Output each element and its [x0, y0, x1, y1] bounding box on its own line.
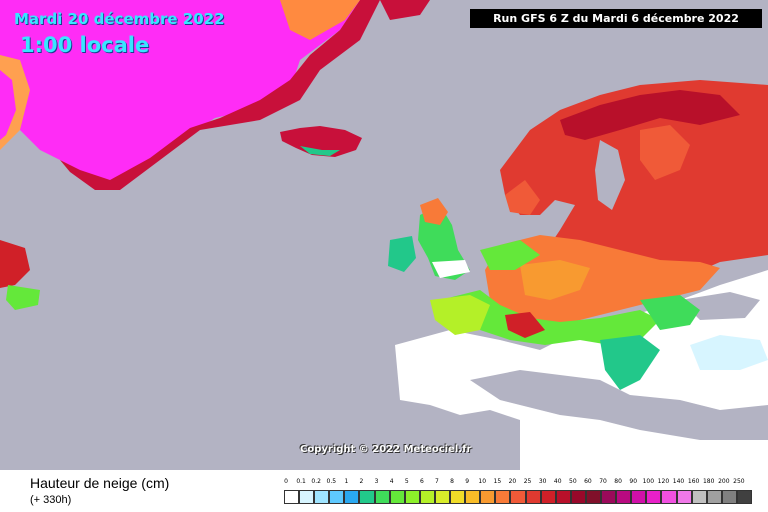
snow-depth-map — [0, 0, 768, 470]
england-south — [432, 260, 470, 278]
scandinavia-dark — [560, 90, 740, 140]
scale-tick-label: 60 — [584, 478, 592, 485]
scale-swatch — [329, 490, 345, 504]
scale-swatch — [299, 490, 315, 504]
scale-swatch — [676, 490, 692, 504]
canada-east — [0, 240, 30, 288]
central-europe-orange — [520, 260, 590, 300]
scale-swatch — [419, 490, 435, 504]
greenland-west-coast-2 — [0, 70, 16, 140]
scale-tick-label: 1 — [344, 478, 349, 485]
scale-swatch — [691, 490, 707, 504]
scale-swatch — [404, 490, 420, 504]
scale-tick-label: 120 — [657, 478, 670, 485]
ireland — [388, 236, 416, 272]
scale-swatch — [374, 490, 390, 504]
scale-tick-label: 50 — [569, 478, 577, 485]
run-info-banner: Run GFS 6 Z du Mardi 6 décembre 2022 — [470, 9, 762, 28]
scale-tick-label: 200 — [718, 478, 730, 485]
scale-swatch — [480, 490, 496, 504]
scale-swatch — [585, 490, 602, 504]
scale-swatch — [495, 490, 511, 504]
turkey-snow — [690, 335, 768, 370]
scale-tick-label: 0.2 — [311, 478, 321, 485]
scale-swatch — [510, 490, 526, 504]
scale-tick-label: 2 — [359, 478, 364, 485]
color-scale-swatches — [284, 490, 752, 504]
legend-title: Hauteur de neige (cm) — [30, 475, 170, 491]
scale-swatch — [616, 490, 632, 504]
scale-tick-label: 8 — [450, 478, 454, 485]
forecast-date: Mardi 20 décembre 2022 — [14, 10, 225, 28]
scale-swatch — [570, 490, 586, 504]
central-europe — [485, 235, 720, 330]
forecast-time: 1:00 locale — [20, 33, 150, 57]
scale-swatch — [631, 490, 647, 504]
iceland-south — [300, 146, 340, 156]
balkans-green — [600, 335, 660, 390]
legend-subtitle: (+ 330h) — [30, 494, 72, 506]
scale-tick-label: 180 — [702, 478, 715, 485]
scale-tick-label: 0 — [284, 478, 288, 485]
mediterranean — [470, 370, 768, 440]
color-scale-labels: 0 0.1 0.2 0.5 1 2 3 4 5 6 7 8 9 10 15 20 25 30 40 50 60 70 80 9… — [284, 478, 752, 488]
scale-swatch — [646, 490, 662, 504]
scale-swatch — [736, 490, 752, 504]
scale-swatch — [434, 490, 451, 504]
scotland — [420, 198, 448, 225]
scale-tick-label: 250 — [733, 478, 745, 485]
scale-tick-label: 4 — [389, 478, 394, 485]
scale-swatch — [601, 490, 617, 504]
scale-swatch — [344, 490, 360, 504]
scale-swatch — [284, 490, 300, 504]
scale-tick-label: 70 — [599, 478, 607, 485]
scale-tick-label: 5 — [404, 478, 409, 485]
scale-tick-label: 140 — [672, 478, 685, 485]
scale-swatch — [465, 490, 481, 504]
scale-tick-label: 9 — [465, 478, 470, 485]
scandinavia-south-coast — [505, 180, 540, 215]
baltic-sea — [595, 140, 625, 210]
copyright-notice: Copyright © 2022 Meteociel.fr — [300, 444, 472, 455]
greenland-warm — [280, 0, 360, 40]
scale-swatch — [661, 490, 677, 504]
black-sea — [680, 292, 760, 320]
scale-swatch — [555, 490, 571, 504]
scale-swatch — [450, 490, 466, 504]
color-scale: 0 0.1 0.2 0.5 1 2 3 4 5 6 7 8 9 10 15 20 25 30 40 50 60 70 80 9… — [284, 478, 752, 508]
scale-tick-label: 20 — [508, 478, 517, 485]
scale-tick-label: 7 — [435, 478, 439, 485]
scale-tick-label: 0.5 — [326, 478, 337, 485]
scale-tick-label: 40 — [553, 478, 562, 485]
scale-tick-label: 3 — [374, 478, 379, 485]
scale-tick-label: 30 — [538, 478, 547, 485]
france-west-coast — [430, 295, 490, 335]
scale-tick-label: 0.1 — [296, 478, 306, 485]
scale-tick-label: 80 — [614, 478, 622, 485]
scale-swatch — [389, 490, 405, 504]
alps-red — [505, 312, 545, 338]
scale-swatch — [721, 490, 737, 504]
greenland — [0, 0, 360, 185]
greenland-coast — [60, 0, 380, 190]
finland — [640, 125, 690, 180]
scale-tick-label: 6 — [419, 478, 424, 485]
north-sea-coast — [480, 240, 540, 270]
romania-green — [640, 295, 700, 330]
scale-tick-label: 90 — [629, 478, 638, 485]
scale-swatch — [314, 490, 330, 504]
scale-tick-label: 160 — [687, 478, 700, 485]
scale-tick-label: 10 — [478, 478, 487, 485]
svalbard-snow — [380, 0, 430, 20]
scale-tick-label: 15 — [493, 478, 502, 485]
newfoundland — [6, 285, 40, 310]
iceland — [280, 126, 362, 157]
scale-swatch — [359, 490, 375, 504]
alps-green — [440, 290, 660, 345]
scale-tick-label: 100 — [642, 478, 655, 485]
scale-swatch — [540, 490, 556, 504]
scale-swatch — [525, 490, 541, 504]
scale-swatch — [706, 490, 722, 504]
scale-tick-label: 25 — [523, 478, 532, 485]
